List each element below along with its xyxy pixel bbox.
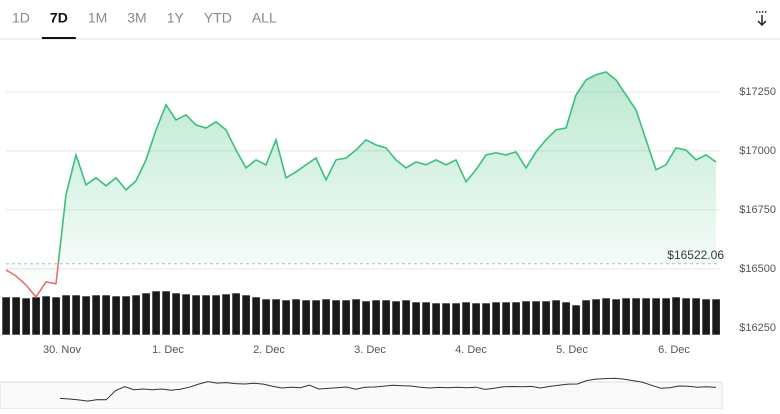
volume-bar — [611, 298, 621, 336]
volume-bar — [331, 299, 341, 336]
volume-bar — [131, 294, 141, 336]
volume-bar — [581, 299, 591, 336]
tab-underline — [41, 37, 76, 39]
volume-bar — [141, 292, 151, 336]
volume-bar — [441, 302, 451, 336]
volume-bar — [601, 297, 611, 336]
volume-bar — [341, 299, 351, 336]
volume-bar — [551, 299, 561, 336]
volume-bar — [461, 301, 471, 336]
volume-bar — [641, 297, 651, 336]
range-tab[interactable]: 7D — [50, 10, 68, 26]
volume-bar — [451, 302, 461, 336]
volume-bar — [661, 297, 671, 336]
volume-bar — [371, 299, 381, 336]
volume-bar — [111, 295, 121, 336]
volume-bar — [571, 304, 581, 336]
volume-bar — [281, 299, 291, 336]
volume-bar — [351, 298, 361, 336]
volume-bar — [321, 298, 331, 336]
volume-bar — [201, 294, 211, 336]
volume-bar — [591, 298, 601, 336]
range-tab[interactable]: 1M — [88, 10, 107, 26]
x-tick-label: 3. Dec — [354, 344, 386, 356]
volume-bar — [561, 301, 571, 336]
volume-bar — [161, 290, 171, 336]
volume-bar — [471, 302, 481, 336]
volume-bar — [101, 294, 111, 336]
volume-bar — [231, 292, 241, 336]
volume-bar — [631, 297, 641, 336]
volume-bar — [431, 302, 441, 336]
range-tab[interactable]: 1D — [12, 10, 30, 26]
volume-bar — [311, 299, 321, 336]
volume-bar — [691, 297, 701, 336]
volume-bar — [481, 302, 491, 336]
volume-bar — [51, 296, 61, 336]
x-tick-label: 4. Dec — [455, 344, 487, 356]
volume-bar — [701, 298, 711, 336]
x-tick-label: 6. Dec — [658, 344, 690, 356]
y-tick-label: $16250 — [739, 322, 776, 334]
download-icon[interactable] — [756, 11, 768, 27]
price-line — [5, 71, 717, 299]
x-tick-label: 1. Dec — [152, 344, 184, 356]
y-tick-label: $16500 — [739, 263, 776, 275]
volume-bar — [511, 301, 521, 336]
volume-bar — [681, 297, 691, 336]
volume-bar — [11, 296, 21, 336]
volume-bar — [361, 300, 371, 336]
x-tick-label: 2. Dec — [253, 344, 285, 356]
volume-bar — [621, 297, 631, 336]
volume-bar — [71, 294, 81, 336]
range-tab[interactable]: YTD — [204, 10, 232, 26]
navigator-line — [59, 377, 717, 402]
x-tick-label: 5. Dec — [556, 344, 588, 356]
volume-bar — [81, 295, 91, 336]
volume-bar — [31, 296, 41, 336]
volume-bar — [221, 293, 231, 336]
range-tab[interactable]: 1Y — [167, 10, 185, 26]
volume-bar — [191, 294, 201, 336]
volume-bar — [181, 293, 191, 336]
y-tick-label: $17250 — [739, 86, 776, 98]
volume-bar — [671, 296, 681, 336]
volume-bar — [261, 298, 271, 336]
price-area — [6, 71, 716, 298]
volume-bar — [21, 297, 31, 336]
volume-bar — [531, 300, 541, 336]
volume-bar — [421, 301, 431, 336]
volume-bar — [391, 300, 401, 336]
range-tab[interactable]: ALL — [252, 10, 277, 26]
range-tab[interactable]: 3M — [127, 10, 146, 26]
volume-bar — [491, 301, 501, 336]
volume-bar — [541, 300, 551, 336]
navigator[interactable] — [0, 381, 723, 410]
volume-bar — [411, 301, 421, 336]
volume-bar — [1, 296, 11, 336]
volume-bar — [61, 294, 71, 336]
volume-bar — [211, 294, 221, 336]
y-tick-label: $16750 — [739, 204, 776, 216]
volume-bar — [241, 294, 251, 336]
volume-bar — [41, 295, 51, 336]
volume-bar — [381, 299, 391, 336]
volume-bar — [501, 301, 511, 336]
volume-bar — [271, 298, 281, 336]
volume-bar — [91, 294, 101, 336]
volume-bar — [651, 297, 661, 336]
volume-bar — [251, 296, 261, 336]
y-tick-label: $17000 — [739, 145, 776, 157]
volume-bar — [121, 295, 131, 336]
volume-bar — [711, 298, 721, 336]
volume-bar — [151, 290, 161, 336]
volume-bar — [301, 299, 311, 336]
x-tick-label: 30. Nov — [43, 344, 81, 356]
volume-bar — [401, 299, 411, 336]
volume-bar — [521, 300, 531, 336]
volume-bar — [171, 292, 181, 336]
volume-bar — [291, 298, 301, 336]
